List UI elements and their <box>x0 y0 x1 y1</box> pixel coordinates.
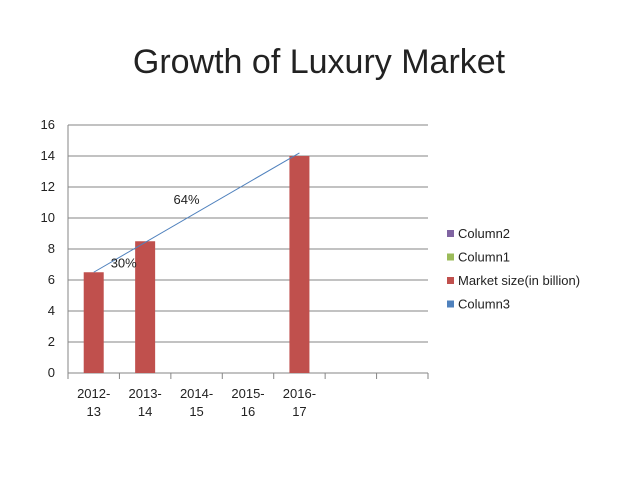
y-tick-label: 4 <box>48 303 55 318</box>
trend-line-group <box>93 152 300 273</box>
y-tick-label: 8 <box>48 241 55 256</box>
legend-label: Column1 <box>458 250 510 265</box>
annotation-label: 64% <box>174 192 200 207</box>
x-tick-label: 17 <box>292 404 306 419</box>
chart-title: Growth of Luxury Market <box>133 43 506 81</box>
x-tick-label: 2013- <box>129 386 162 401</box>
legend: Column2 Column1 Market size(in billion) Col… <box>447 226 580 312</box>
x-tick-label: 14 <box>138 404 152 419</box>
x-tick-label: 2014- <box>180 386 213 401</box>
x-tick-label: 2016- <box>283 386 316 401</box>
y-tick-label: 10 <box>41 210 55 225</box>
legend-label: Column2 <box>458 226 510 241</box>
x-tick-label: 15 <box>189 404 203 419</box>
y-tick-label: 0 <box>48 365 55 380</box>
y-tick-label: 2 <box>48 334 55 349</box>
legend-swatch <box>447 277 454 284</box>
y-tick-label: 16 <box>41 117 55 132</box>
bar <box>135 241 156 373</box>
x-tick-label: 13 <box>86 404 100 419</box>
legend-swatch <box>447 300 454 308</box>
bar <box>83 272 104 373</box>
legend-label: Column3 <box>458 297 510 312</box>
bars <box>83 156 310 373</box>
annotation-label: 30% <box>111 256 137 271</box>
annotations: 30% 64% <box>111 192 200 271</box>
x-tick-label: 2015- <box>231 386 264 401</box>
y-tick-label: 12 <box>41 179 55 194</box>
x-tick-label: 16 <box>241 404 255 419</box>
y-tick-label: 6 <box>48 272 55 287</box>
x-tick-label: 2012- <box>77 386 110 401</box>
y-tick-label: 14 <box>41 148 55 163</box>
gridlines <box>68 124 428 374</box>
legend-swatch <box>447 253 454 261</box>
bar <box>289 156 310 373</box>
legend-label: Market size(in billion) <box>458 273 580 288</box>
legend-swatch <box>447 230 454 237</box>
trend-line <box>93 152 300 273</box>
axes: 0 2 4 6 8 10 12 14 16 2012- 13 2013- 14 2014- 15 2015- 1… <box>41 117 429 419</box>
